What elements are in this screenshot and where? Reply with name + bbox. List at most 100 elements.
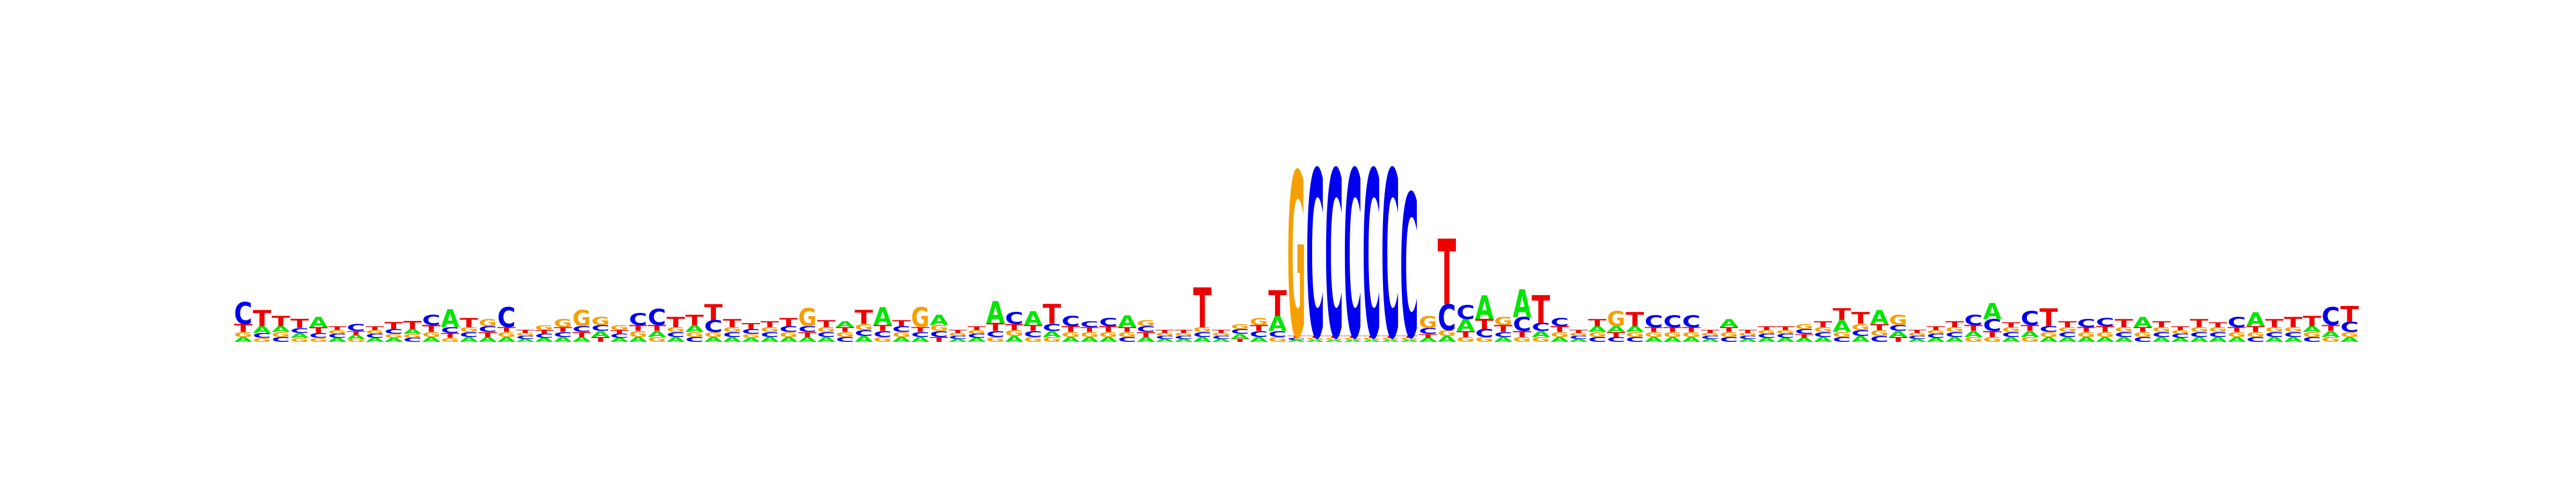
logo-letter-t: T bbox=[516, 330, 535, 334]
logo-letter-t: T bbox=[1043, 299, 1062, 331]
logo-letter-g: G bbox=[2171, 329, 2190, 335]
logo-letter-g: G bbox=[2190, 326, 2208, 334]
logo-letter-a: A bbox=[704, 335, 723, 343]
logo-letter-a: A bbox=[573, 335, 591, 343]
logo-letter-c: C bbox=[2153, 331, 2171, 339]
logo-letter-c: C bbox=[1720, 336, 1738, 344]
logo-letter-t: T bbox=[986, 321, 1005, 334]
logo-letter-a: A bbox=[365, 337, 384, 343]
logo-letter-g: G bbox=[667, 326, 685, 334]
logo-letter-t: T bbox=[1927, 325, 1945, 331]
logo-letter-c: C bbox=[1833, 336, 1851, 344]
logo-letter-g: G bbox=[1438, 328, 1456, 338]
logo-letter-c: C bbox=[1400, 155, 1418, 383]
logo-letter-g: G bbox=[1043, 336, 1061, 344]
logo-letter-c: C bbox=[667, 331, 685, 339]
logo-letter-c: C bbox=[2340, 319, 2359, 335]
logo-letter-c: C bbox=[422, 312, 440, 328]
logo-letter-c: C bbox=[1325, 123, 1343, 390]
logo-letter-c: C bbox=[1475, 327, 1494, 340]
logo-letter-t: T bbox=[1908, 330, 1927, 334]
logo-letter-c: C bbox=[1532, 321, 1550, 334]
logo-letter-c: C bbox=[1099, 316, 1117, 329]
logo-letter-t: T bbox=[1400, 335, 1419, 339]
logo-letter-g: G bbox=[986, 336, 1005, 344]
logo-letter-a: A bbox=[1701, 338, 1719, 343]
logo-letter-c: C bbox=[1080, 320, 1099, 330]
logo-letter-t: T bbox=[2077, 326, 2095, 334]
logo-letter-a: A bbox=[1720, 317, 1739, 330]
logo-letter-g: G bbox=[1118, 331, 1136, 339]
logo-letter-g: G bbox=[874, 336, 892, 344]
logo-letter-a: A bbox=[1795, 337, 1813, 343]
logo-letter-g: G bbox=[1569, 332, 1587, 337]
logo-letter-a: A bbox=[1870, 307, 1889, 329]
logo-letter-t: T bbox=[1174, 330, 1193, 334]
logo-letter-g: G bbox=[497, 331, 516, 339]
logo-letter-c: C bbox=[1344, 123, 1362, 390]
logo-letter-g: G bbox=[1889, 313, 1907, 328]
logo-letter-g: G bbox=[1287, 126, 1305, 390]
logo-letter-c: C bbox=[817, 331, 835, 339]
logo-letter-a: A bbox=[1983, 299, 2001, 325]
logo-letter-a: A bbox=[479, 335, 497, 343]
logo-letter-a: A bbox=[1287, 339, 1306, 342]
logo-letter-t: T bbox=[1419, 333, 1438, 339]
logo-letter-c: C bbox=[1306, 123, 1324, 390]
logo-letter-t: T bbox=[1945, 319, 1964, 329]
logo-letter-c: C bbox=[1513, 313, 1531, 335]
logo-letter-a: A bbox=[1043, 330, 1062, 339]
logo-letter-c: C bbox=[2133, 336, 2151, 344]
logo-letter-t: T bbox=[1776, 325, 1795, 331]
logo-letter-g: G bbox=[2246, 331, 2265, 339]
logo-letter-t: T bbox=[460, 316, 479, 330]
logo-letter-g: G bbox=[836, 331, 854, 339]
logo-letter-t: T bbox=[1739, 330, 1758, 334]
logo-letter-g: G bbox=[516, 332, 535, 337]
logo-letter-g: G bbox=[441, 337, 459, 343]
logo-letter-t: T bbox=[441, 332, 459, 340]
logo-letter-a: A bbox=[1814, 335, 1833, 343]
logo-letter-c: C bbox=[1174, 335, 1192, 340]
logo-letter-t: T bbox=[1249, 323, 1268, 333]
logo-letter-c: C bbox=[384, 328, 402, 336]
logo-letter-t: T bbox=[253, 306, 271, 331]
logo-letter-c: C bbox=[309, 332, 327, 340]
logo-letter-a: A bbox=[1193, 335, 1212, 343]
logo-letter-c: C bbox=[1814, 331, 1832, 339]
logo-letter-c: C bbox=[1588, 336, 1606, 344]
logo-letter-a: A bbox=[1005, 334, 1024, 344]
logo-letter-t: T bbox=[1118, 326, 1136, 334]
logo-letter-t: T bbox=[1532, 288, 1550, 332]
logo-letter-c: C bbox=[2284, 331, 2302, 339]
logo-letter-c: C bbox=[2209, 331, 2227, 339]
logo-letter-t: T bbox=[290, 317, 309, 331]
logo-letter-a: A bbox=[253, 324, 271, 335]
logo-letter-g: G bbox=[798, 304, 816, 332]
logo-letter-g: G bbox=[328, 329, 346, 335]
logo-letter-c: C bbox=[1889, 324, 1907, 333]
logo-letter-t: T bbox=[2340, 302, 2359, 327]
logo-letter-g: G bbox=[2114, 326, 2133, 334]
logo-letter-a: A bbox=[497, 335, 516, 343]
logo-letter-t: T bbox=[911, 326, 930, 334]
logo-letter-g: G bbox=[2322, 336, 2340, 344]
logo-letter-g: G bbox=[1908, 332, 1926, 337]
logo-letter-c: C bbox=[2265, 331, 2284, 339]
logo-letter-g: G bbox=[1720, 331, 1738, 339]
logo-letter-a: A bbox=[1381, 339, 1400, 342]
logo-letter-a: A bbox=[460, 335, 479, 343]
logo-letter-c: C bbox=[2322, 302, 2340, 331]
logo-letter-t: T bbox=[1795, 333, 1814, 339]
logo-letter-c: C bbox=[2171, 333, 2190, 339]
logo-letter-a: A bbox=[2303, 324, 2322, 334]
logo-letter-t: T bbox=[704, 300, 722, 325]
logo-letter-t: T bbox=[1155, 330, 1174, 334]
logo-letter-a: A bbox=[1607, 324, 1626, 334]
logo-letter-c: C bbox=[535, 333, 553, 339]
logo-letter-t: T bbox=[1438, 221, 1456, 326]
logo-letter-t: T bbox=[1550, 324, 1569, 334]
logo-letter-g: G bbox=[1550, 331, 1569, 339]
logo-letter-a: A bbox=[1062, 335, 1080, 343]
